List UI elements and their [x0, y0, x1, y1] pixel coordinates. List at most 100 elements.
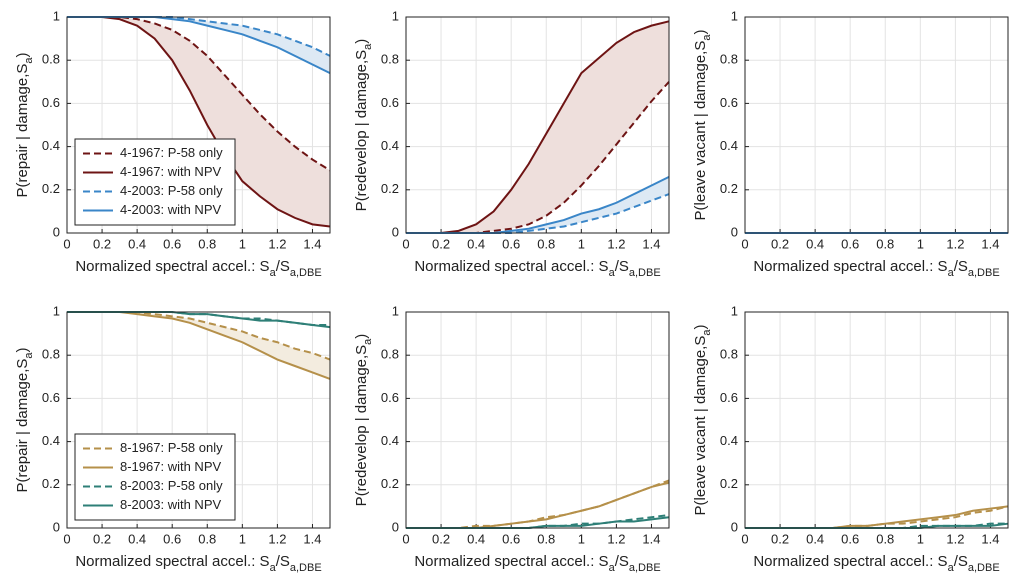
y-tick-label: 0 [53, 519, 60, 534]
legend-label: 4-1967: P-58 only [120, 145, 223, 160]
legend-label: 4-1967: with NPV [120, 164, 221, 179]
y-tick-label: 0 [53, 224, 60, 239]
x-tick-label: 0 [741, 236, 748, 251]
x-tick-label: 1.4 [303, 531, 321, 546]
x-tick-label: 0 [741, 531, 748, 546]
y-tick-label: 0.4 [720, 138, 738, 153]
panel: 0 0.2 0.4 0.6 0.8 1 0 0.2 0.4 0.6 0.8 1 1.2 1.4 Normal… [14, 303, 331, 574]
y-tick-label: 1 [53, 303, 60, 318]
y-axis-label-part: a [23, 352, 35, 359]
y-tick-label: 0.2 [42, 476, 60, 491]
x-tick-label: 0.2 [771, 236, 789, 251]
x-tick-label: 1.4 [981, 236, 999, 251]
y-axis-label-part: a [701, 329, 713, 336]
axes-frame [66, 16, 331, 234]
x-axis-label-part: Normalized spectral accel.: S [753, 258, 947, 275]
y-tick-label: 0 [731, 224, 738, 239]
x-tick-label: 0.2 [432, 236, 450, 251]
panel: 0 0.2 0.4 0.6 0.8 1 0 0.2 0.4 0.6 0.8 1 1.2 1.4 Normal… [14, 8, 331, 279]
legend-label: 8-1967: with NPV [120, 459, 221, 474]
x-tick-label: 1 [578, 531, 585, 546]
x-axis-label-part: a,DBE [629, 562, 661, 574]
y-tick-label: 1 [392, 303, 399, 318]
panel: 0 0.2 0.4 0.6 0.8 1 0 0.2 0.4 0.6 0.8 1 1.2 1.4 Normal… [692, 8, 1009, 279]
x-axis-label-part: a,DBE [968, 267, 1000, 279]
x-axis-label-part: a [270, 562, 277, 574]
x-axis-label-part: a [609, 267, 616, 279]
x-tick-label: 0.6 [502, 531, 520, 546]
y-tick-label: 0.8 [381, 52, 399, 67]
x-tick-label: 0.8 [876, 236, 894, 251]
x-tick-label: 1.4 [642, 236, 660, 251]
y-axis-label-part: ) [14, 347, 31, 352]
legend-label: 4-2003: P-58 only [120, 183, 223, 198]
x-tick-label: 0.8 [198, 236, 216, 251]
plot-area [745, 17, 1008, 233]
x-axis-label-part: a,DBE [968, 562, 1000, 574]
series-line [67, 311, 331, 361]
y-axis-label-part: ) [353, 334, 370, 339]
x-tick-label: 1.4 [981, 531, 999, 546]
y-tick-label: 0 [731, 519, 738, 534]
x-tick-label: 0.6 [163, 531, 181, 546]
y-axis-label-part: ) [353, 39, 370, 44]
panel: 0 0.2 0.4 0.6 0.8 1 0 0.2 0.4 0.6 0.8 1 1.2 1.4 Normal… [353, 8, 670, 279]
y-axis-label-part: P(repair | damage,S [14, 359, 31, 493]
y-axis-label-part: ) [692, 325, 709, 330]
y-tick-label: 0.2 [381, 181, 399, 196]
x-tick-label: 1.2 [268, 531, 286, 546]
panel: 0 0.2 0.4 0.6 0.8 1 0 0.2 0.4 0.6 0.8 1 1.2 1.4 Normal… [353, 303, 670, 574]
x-tick-label: 0.6 [163, 236, 181, 251]
x-tick-label: 1.2 [607, 236, 625, 251]
x-axis-label-part: Normalized spectral accel.: S [753, 553, 947, 570]
x-tick-label: 0.2 [93, 531, 111, 546]
x-tick-label: 1 [917, 236, 924, 251]
legend-label: 8-2003: with NPV [120, 497, 221, 512]
x-axis-label: Normalized spectral accel.: Sa/Sa,DBE [753, 258, 999, 279]
y-axis-label-part: P(redevelop | damage,S [353, 50, 370, 212]
y-tick-label: 0.6 [42, 95, 60, 110]
y-axis-label-part: ) [14, 52, 31, 57]
y-axis-label: P(redevelop | damage,Sa) [353, 334, 374, 507]
x-tick-label: 0.4 [467, 531, 485, 546]
x-tick-label: 1 [578, 236, 585, 251]
axes-frame [66, 311, 331, 529]
y-tick-label: 0.2 [381, 476, 399, 491]
legend-label: 8-2003: P-58 only [120, 478, 223, 493]
y-tick-label: 0.8 [42, 52, 60, 67]
axes-frame [405, 16, 670, 234]
legend-label: 8-1967: P-58 only [120, 440, 223, 455]
x-tick-label: 1.4 [642, 531, 660, 546]
y-tick-label: 0 [392, 519, 399, 534]
y-axis-label-part: a [362, 338, 374, 345]
y-tick-label: 0.4 [42, 138, 60, 153]
x-tick-label: 1.2 [268, 236, 286, 251]
x-axis-label-part: a,DBE [290, 562, 322, 574]
legend-label: 4-2003: with NPV [120, 202, 221, 217]
x-axis-label-part: Normalized spectral accel.: S [414, 553, 608, 570]
y-axis-label: P(repair | damage,Sa) [14, 347, 35, 492]
y-tick-label: 1 [731, 303, 738, 318]
x-tick-label: 0.8 [537, 531, 555, 546]
y-axis-label: P(leave vacant | damage,Sa) [692, 30, 713, 221]
x-tick-label: 0.4 [128, 236, 146, 251]
x-axis-label-part: Normalized spectral accel.: S [75, 258, 269, 275]
y-tick-label: 1 [53, 8, 60, 23]
y-tick-label: 0.4 [42, 433, 60, 448]
y-tick-label: 0 [392, 224, 399, 239]
x-axis-label: Normalized spectral accel.: Sa/Sa,DBE [414, 553, 660, 574]
x-tick-label: 0.4 [806, 236, 824, 251]
y-axis-label: P(repair | damage,Sa) [14, 52, 35, 197]
y-tick-label: 0.4 [720, 433, 738, 448]
panel: 0 0.2 0.4 0.6 0.8 1 0 0.2 0.4 0.6 0.8 1 1.2 1.4 Normal… [692, 303, 1009, 574]
x-tick-label: 1.2 [607, 531, 625, 546]
y-tick-label: 0.6 [720, 390, 738, 405]
x-tick-label: 0 [402, 236, 409, 251]
x-axis-label-part: a [270, 267, 277, 279]
x-tick-label: 0 [402, 531, 409, 546]
series-line [67, 16, 331, 57]
y-tick-label: 0.6 [381, 95, 399, 110]
band-fill [406, 21, 669, 233]
series-line [745, 505, 1009, 529]
